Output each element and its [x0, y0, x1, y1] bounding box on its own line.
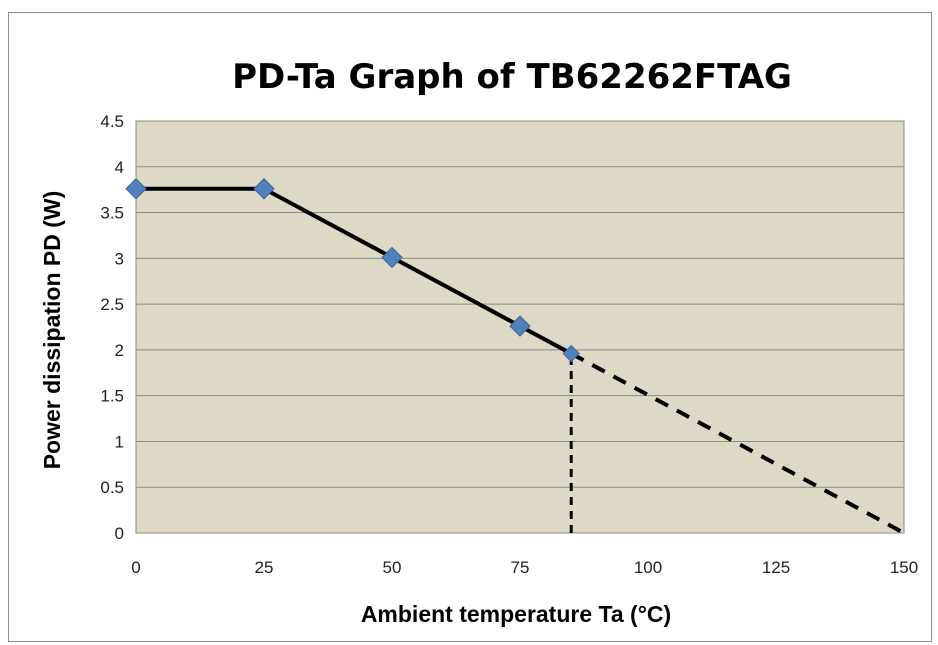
data-point-marker [381, 246, 403, 269]
y-tick-label: 0 [115, 524, 124, 543]
x-tick-label: 125 [762, 558, 790, 577]
y-tick-label: 2 [115, 341, 124, 360]
data-point-marker [562, 344, 580, 363]
y-tick-label: 1.5 [100, 387, 124, 406]
y-tick-label: 4.5 [100, 112, 124, 131]
y-tick-label: 2.5 [100, 295, 124, 314]
y-tick-label: 3 [115, 249, 124, 268]
series-line-dashed [570, 351, 905, 535]
data-point-marker [253, 178, 275, 200]
x-axis-label: Ambient temperature Ta (°C) [361, 601, 671, 627]
chart-title: PD-Ta Graph of TB62262FTAG [232, 57, 792, 97]
y-tick-labels: 0 0.5 1 1.5 2 2.5 3 3.5 4 4.5 [100, 112, 124, 543]
x-tick-label: 150 [890, 558, 918, 577]
data-point-marker [125, 178, 147, 200]
x-tick-label: 75 [511, 558, 530, 577]
y-tick-label: 3.5 [100, 204, 124, 223]
y-tick-label: 0.5 [100, 478, 124, 497]
x-tick-label: 25 [255, 558, 274, 577]
y-tick-label: 4 [115, 158, 124, 177]
y-axis-label: Power dissipation PD (W) [39, 191, 65, 470]
data-markers [125, 178, 580, 363]
y-tick-label: 1 [115, 432, 124, 451]
gridlines [136, 120, 904, 534]
data-point-marker [509, 315, 531, 337]
x-tick-label: 0 [131, 558, 140, 577]
x-tick-labels: 0 25 50 75 100 125 150 [131, 558, 918, 577]
x-tick-label: 50 [383, 558, 402, 577]
x-tick-label: 100 [634, 558, 662, 577]
